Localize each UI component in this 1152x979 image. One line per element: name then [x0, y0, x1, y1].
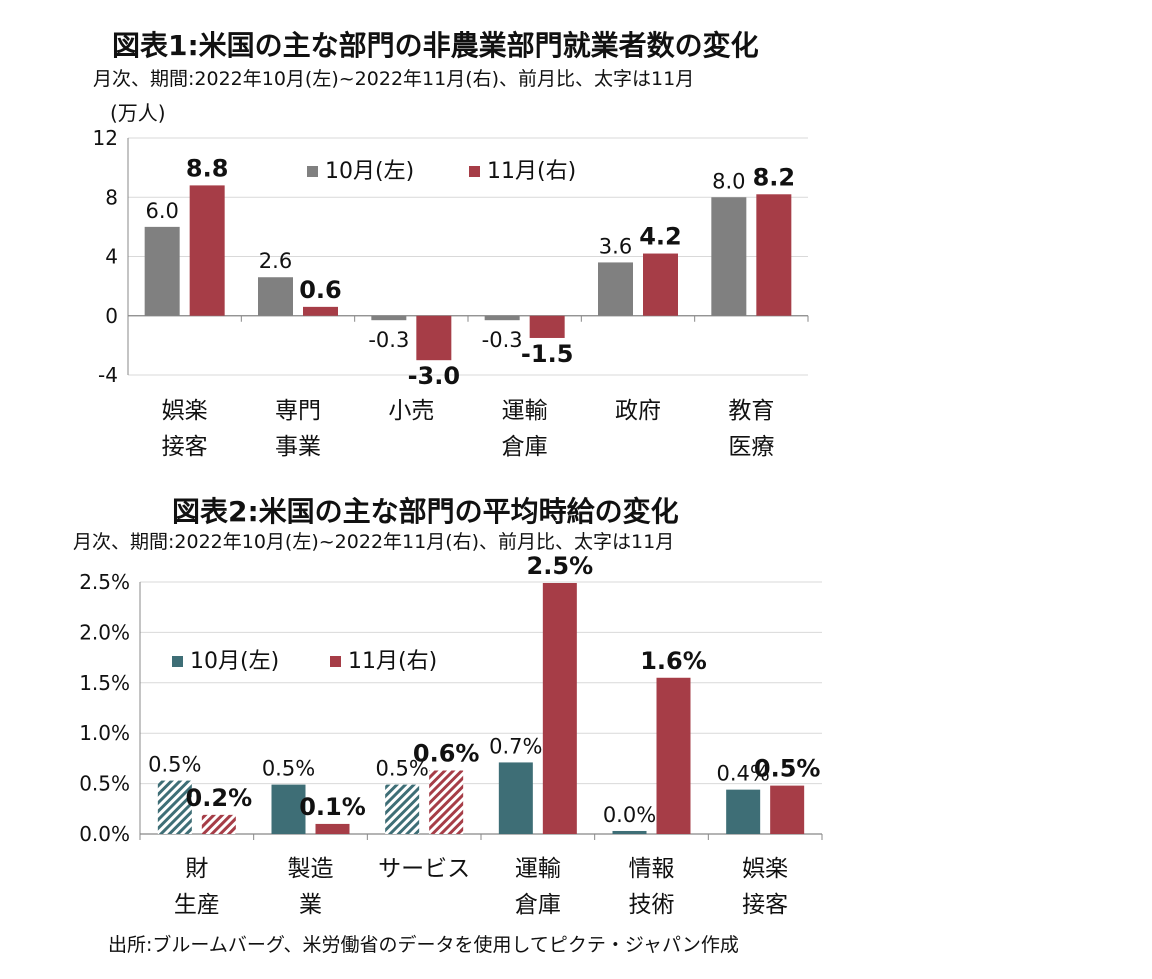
chart1-bar	[756, 194, 792, 316]
chart1-bar	[189, 185, 225, 316]
chart1-bar	[416, 315, 452, 361]
chart2-category-label: 倉庫	[515, 892, 561, 918]
chart1-legend-label: 10月(左)	[325, 159, 414, 184]
chart2-data-label: 2.5%	[527, 552, 594, 580]
chart2-subtitle: 月次、期間:2022年10月(左)~2022年11月(右)、前月比、太字は11月	[73, 531, 675, 553]
chart1-subtitle: 月次、期間:2022年10月(左)~2022年11月(右)、前月比、太字は11月	[93, 68, 695, 90]
chart1-bar	[484, 315, 520, 321]
chart2-data-label: 0.1%	[299, 793, 366, 821]
chart1-category-label: 専門	[275, 398, 321, 424]
chart1-ytick-label: 12	[93, 126, 118, 150]
chart1-data-label: -1.5	[521, 340, 573, 368]
chart2-data-label: 0.2%	[186, 784, 253, 812]
chart2-category-label: 財	[185, 856, 208, 882]
chart1-bar	[144, 226, 180, 316]
chart2-bar	[498, 762, 533, 834]
chart1-category-label: 医療	[728, 434, 774, 460]
chart2-category-label: 生産	[174, 892, 220, 918]
chart2-bar	[315, 823, 350, 834]
chart2-category-label: 製造	[288, 856, 334, 882]
chart1-category-label: 政府	[615, 398, 661, 424]
chart2-legend-swatch	[330, 656, 341, 667]
chart2-bar	[770, 785, 805, 834]
chart2-ytick-label: 2.0%	[79, 620, 130, 644]
chart1-legend-label: 11月(右)	[487, 159, 576, 184]
chart2-bar	[201, 814, 236, 834]
chart2-data-label: 0.5%	[148, 753, 201, 777]
chart1-data-label: -0.3	[368, 328, 409, 352]
chart2-data-label: 0.6%	[413, 739, 480, 767]
chart1-ytick-label: -4	[98, 363, 118, 387]
chart2-category-label: 情報	[629, 856, 675, 882]
chart2-category-label: 技術	[629, 892, 675, 918]
chart1-bar	[371, 315, 407, 321]
chart2-bar	[429, 770, 464, 834]
chart1-unit-label: (万人)	[110, 101, 166, 125]
chart2-data-label: 0.7%	[489, 734, 542, 758]
chart2-data-label: 0.5%	[262, 757, 315, 781]
chart1-legend-swatch	[307, 166, 318, 177]
chart1-bar	[598, 262, 633, 316]
chart2-ytick-label: 1.5%	[79, 671, 130, 695]
chart2-ytick-label: 0.5%	[79, 772, 130, 796]
chart2-category-label: 運輸	[515, 856, 561, 882]
chart1-category-label: 教育	[728, 398, 774, 424]
chart1-data-label: 8.8	[186, 154, 229, 182]
chart1-category-label: 運輸	[502, 398, 548, 424]
chart2-bar	[271, 784, 306, 834]
chart2-category-label: サービス	[378, 856, 470, 882]
chart1-data-label: -0.3	[482, 328, 523, 352]
chart1-data-label: 6.0	[145, 199, 178, 223]
chart1-category-label: 小売	[388, 398, 434, 424]
chart2-title: 図表2:米国の主な部門の平均時給の変化	[172, 495, 679, 528]
chart2-data-label: 0.5%	[754, 755, 821, 783]
chart1-bar	[258, 277, 293, 316]
chart1-data-label: 2.6	[259, 249, 292, 273]
chart1-ytick-label: 4	[105, 245, 118, 269]
chart2-legend-label: 10月(左)	[190, 649, 279, 674]
chart1-category-label: 接客	[162, 434, 208, 460]
chart2-ytick-label: 2.5%	[79, 570, 130, 594]
chart2-ytick-label: 1.0%	[79, 721, 130, 745]
chart1-legend-swatch	[469, 166, 480, 177]
chart1-data-label: 4.2	[639, 223, 682, 251]
chart2-category-label: 娯楽	[742, 856, 788, 882]
chart2-ytick-label: 0.0%	[79, 822, 130, 846]
chart1-data-label: 0.6	[299, 276, 342, 304]
chart1-data-label: 8.0	[712, 169, 745, 193]
chart1-bar	[529, 315, 565, 338]
chart2-bar	[385, 784, 420, 834]
chart2-data-label: 1.6%	[640, 647, 707, 675]
chart1-bar	[711, 197, 747, 316]
chart1-data-label: -3.0	[408, 362, 460, 390]
chart1-data-label: 3.6	[599, 234, 632, 258]
chart2-bar	[656, 677, 691, 834]
chart2-category-label: 接客	[742, 892, 788, 918]
chart2-bar	[612, 830, 647, 834]
chart1-data-label: 8.2	[753, 163, 796, 191]
chart1-title: 図表1:米国の主な部門の非農業部門就業者数の変化	[112, 29, 759, 62]
chart2-legend-label: 11月(右)	[348, 649, 437, 674]
chart1-bar	[303, 306, 338, 316]
source-note: 出所:ブルームバーグ、米労働省のデータを使用してピクテ・ジャパン作成	[108, 934, 739, 956]
chart1-category-label: 事業	[275, 434, 321, 460]
chart1-bar	[643, 253, 678, 316]
chart2-category-label: 業	[299, 892, 322, 918]
chart1-category-label: 娯楽	[162, 398, 208, 424]
chart2-data-label: 0.4%	[716, 762, 769, 786]
chart1-ytick-label: 8	[105, 185, 118, 209]
chart2-data-label: 0.5%	[375, 757, 428, 781]
chart2-bar	[157, 780, 192, 834]
chart2-bar	[726, 789, 761, 834]
chart2-data-label: 0.0%	[603, 803, 656, 827]
chart1-ytick-label: 0	[105, 304, 118, 328]
chart2-bar	[542, 583, 577, 834]
chart2-legend-swatch	[172, 656, 183, 667]
chart1-category-label: 倉庫	[502, 434, 548, 460]
